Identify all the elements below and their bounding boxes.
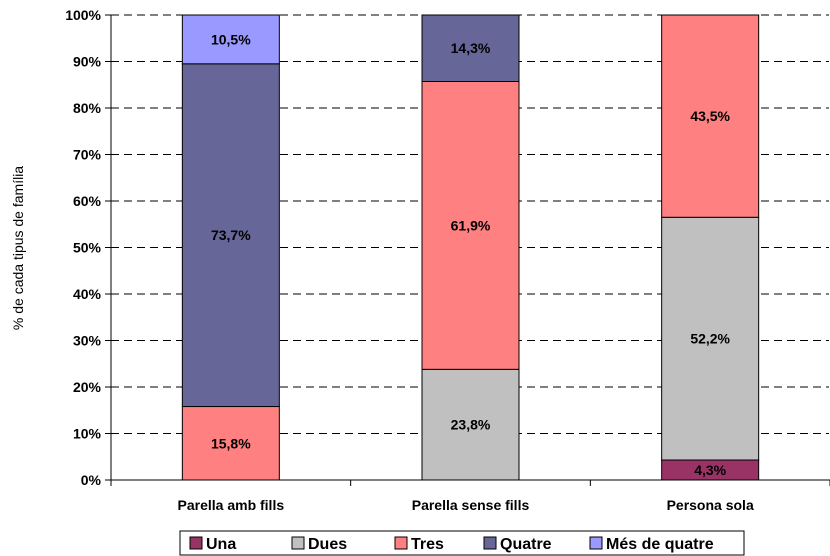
legend: Una Dues Tres Quatre Més de quatre	[179, 530, 745, 556]
category-labels: Parella amb fills Parella sense fills Pers…	[178, 497, 754, 513]
y-tick-label: 0%	[81, 472, 102, 488]
category-label: Persona sola	[667, 497, 754, 513]
bar-segment-dues	[421, 368, 520, 481]
data-label: 73,7%	[211, 227, 251, 243]
data-label: 10,5%	[211, 31, 251, 47]
bar-segment-quatre	[421, 14, 520, 82]
legend-swatch	[291, 536, 305, 550]
legend-label: Més de quatre	[606, 536, 714, 553]
legend-label: Una	[206, 536, 236, 553]
data-label: 52,2%	[690, 331, 730, 347]
y-tick-label: 50%	[73, 240, 102, 256]
bar-segment-més-de-quatre	[181, 14, 280, 65]
y-axis-label: % de cada tipus de família	[10, 166, 26, 330]
bar-segment-quatre	[181, 63, 280, 408]
y-tick-label: 90%	[73, 54, 102, 70]
data-label: 4,3%	[694, 462, 726, 478]
bars	[181, 14, 760, 481]
data-label: 14,3%	[451, 40, 491, 56]
y-tick-label: 70%	[73, 147, 102, 163]
y-tick-label: 10%	[73, 426, 102, 442]
y-tick-label: 20%	[73, 379, 102, 395]
legend-label: Quatre	[500, 536, 552, 553]
category-label: Parella sense fills	[412, 497, 530, 513]
legend-swatch	[589, 536, 603, 550]
bar-segment-dues	[661, 216, 760, 461]
legend-box	[179, 530, 745, 556]
category-label: Parella amb fills	[178, 497, 285, 513]
data-label: 61,9%	[451, 217, 491, 233]
bar-segment-tres	[661, 14, 760, 218]
y-tick-label: 30%	[73, 333, 102, 349]
legend-label: Tres	[411, 536, 444, 553]
y-tick-label: 100%	[65, 7, 101, 23]
axes	[105, 14, 830, 486]
y-tick-label: 40%	[73, 286, 102, 302]
y-tick-label: 60%	[73, 193, 102, 209]
data-label: 43,5%	[690, 108, 730, 124]
data-labels: 15,8% 73,7% 10,5% 23,8% 61,9% 14,3% 4,3% 52,2% 4…	[211, 31, 731, 478]
data-label: 23,8%	[451, 417, 491, 433]
data-label: 15,8%	[211, 435, 251, 451]
legend-label: Dues	[308, 536, 347, 553]
y-tick-labels: 0% 10% 20% 30% 40% 50% 60% 70% 80% 90% 100%	[65, 7, 101, 488]
legend-swatch	[394, 536, 408, 550]
legend-swatch	[483, 536, 497, 550]
y-tick-label: 80%	[73, 100, 102, 116]
legend-swatch	[189, 536, 203, 550]
bar-segment-tres	[421, 80, 520, 370]
